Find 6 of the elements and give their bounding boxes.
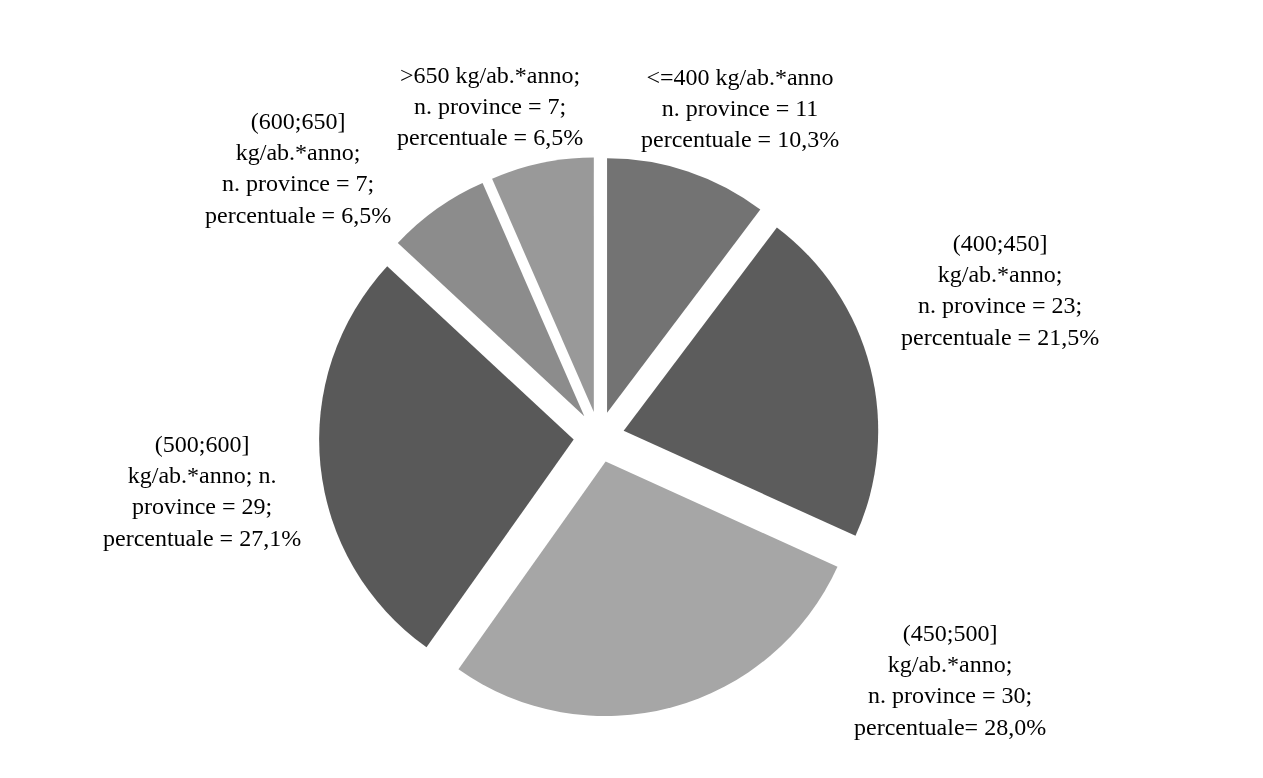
slice-label: (450;500] kg/ab.*anno; n. province = 30; percentuale= 28,0% [854,620,1047,740]
slice-label: >650 kg/ab.*anno; n. province = 7; percentuale = 6,5% [397,62,584,151]
slice-label: <=400 kg/ab.*anno n. province = 11 percentuale = 10,3% [641,64,840,153]
slice-label: (600;650] kg/ab.*anno; n. province = 7; percentuale = 6,5% [205,108,392,228]
slice-label: (500;600] kg/ab.*anno; n. province = 29; percentuale = 27,1% [103,431,302,551]
slice-label: (400;450] kg/ab.*anno; n. province = 23; percentuale = 21,5% [901,230,1100,350]
